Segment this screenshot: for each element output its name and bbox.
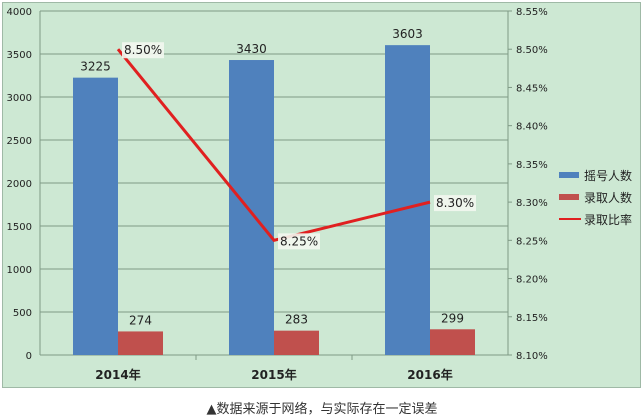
left-axis-tick: 3500 xyxy=(7,50,32,61)
right-axis-tick: 8.35% xyxy=(516,160,548,171)
bar-value-label: 3430 xyxy=(236,42,267,56)
left-axis-tick: 3000 xyxy=(7,93,32,104)
bar-value-label: 299 xyxy=(441,311,464,325)
bar-value-label: 3603 xyxy=(392,27,423,41)
left-axis-tick: 2500 xyxy=(7,136,32,147)
red-bar-swatch-icon xyxy=(559,194,579,200)
rate-label-bg xyxy=(122,42,164,59)
legend-item-admitted: 录取人数 xyxy=(559,186,632,208)
bar-value-label: 283 xyxy=(285,313,308,327)
legend-label: 录取比率 xyxy=(584,212,633,227)
bar xyxy=(73,77,118,356)
right-axis-tick: 8.40% xyxy=(516,122,548,133)
bar xyxy=(118,331,163,355)
left-axis-tick: 2000 xyxy=(7,179,32,190)
red-line-swatch-icon xyxy=(559,218,581,220)
right-axis-tick: 8.55% xyxy=(516,7,548,18)
left-axis-tick: 0 xyxy=(26,351,32,362)
right-axis-tick: 8.45% xyxy=(516,83,548,94)
left-axis-tick: 500 xyxy=(13,308,32,319)
left-axis-tick: 1000 xyxy=(7,265,32,276)
rate-label-bg xyxy=(434,195,476,212)
legend-item-applicants: 摇号人数 xyxy=(559,164,632,186)
right-axis-tick: 8.20% xyxy=(516,275,548,286)
right-axis-tick: 8.50% xyxy=(516,45,548,56)
category-label: 2014年 xyxy=(95,367,140,382)
legend: 摇号人数 录取人数 录取比率 xyxy=(559,164,632,230)
rate-value-label: 8.50% xyxy=(124,43,162,57)
blue-bar-swatch-icon xyxy=(559,172,579,178)
rate-value-label: 8.30% xyxy=(436,196,474,210)
legend-item-rate: 录取比率 xyxy=(559,208,632,230)
legend-label: 摇号人数 xyxy=(584,168,633,183)
bar xyxy=(385,45,430,355)
right-axis-tick: 8.30% xyxy=(516,198,548,209)
bar-value-label: 274 xyxy=(129,313,152,327)
right-axis-tick: 8.15% xyxy=(516,313,548,324)
bar xyxy=(430,329,475,355)
category-label: 2015年 xyxy=(251,367,296,382)
rate-value-label: 8.25% xyxy=(280,234,318,248)
category-label: 2016年 xyxy=(407,367,452,382)
legend-label: 录取人数 xyxy=(584,190,633,205)
left-axis-tick: 4000 xyxy=(7,7,32,18)
rate-line xyxy=(116,48,431,243)
bar xyxy=(229,60,274,356)
rate-label-bg xyxy=(278,233,320,250)
right-axis-tick: 8.10% xyxy=(516,351,548,362)
caption: ▲数据来源于网络，与实际存在一定误差 xyxy=(206,402,438,417)
bar-value-label: 3225 xyxy=(80,60,111,74)
left-axis-tick: 1500 xyxy=(7,222,32,233)
right-axis-tick: 8.25% xyxy=(516,236,548,247)
bar xyxy=(274,330,319,355)
